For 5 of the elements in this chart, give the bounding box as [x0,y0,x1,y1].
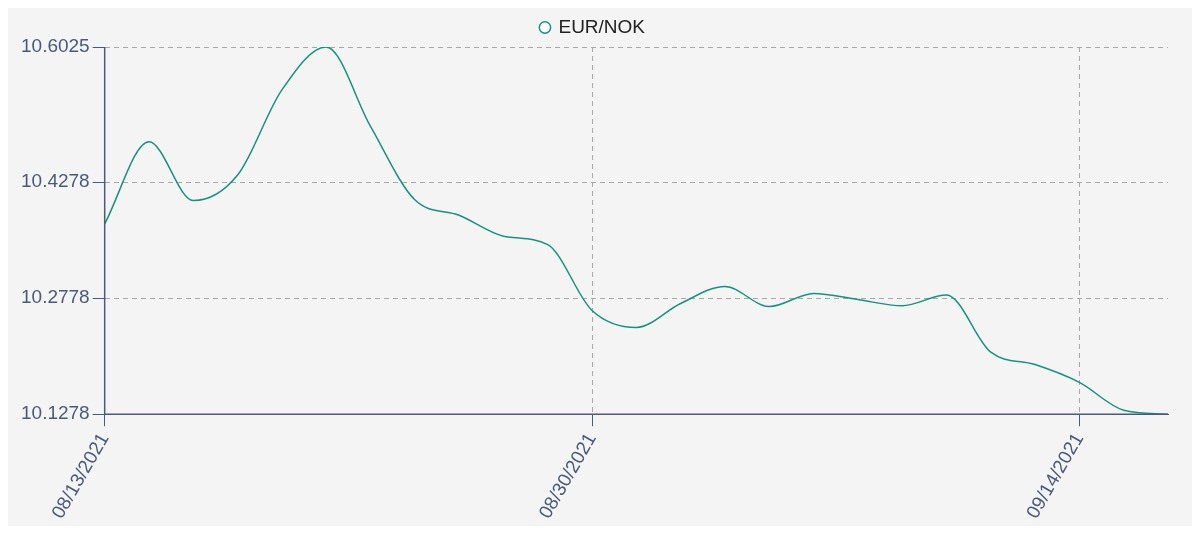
y-tick-label: 10.4278 [20,170,90,192]
y-tick-label: 10.1278 [20,402,90,424]
y-tick-label: 10.2778 [20,286,90,308]
legend-label: EUR/NOK [558,15,646,37]
y-tick-label: 10.6025 [20,35,90,57]
